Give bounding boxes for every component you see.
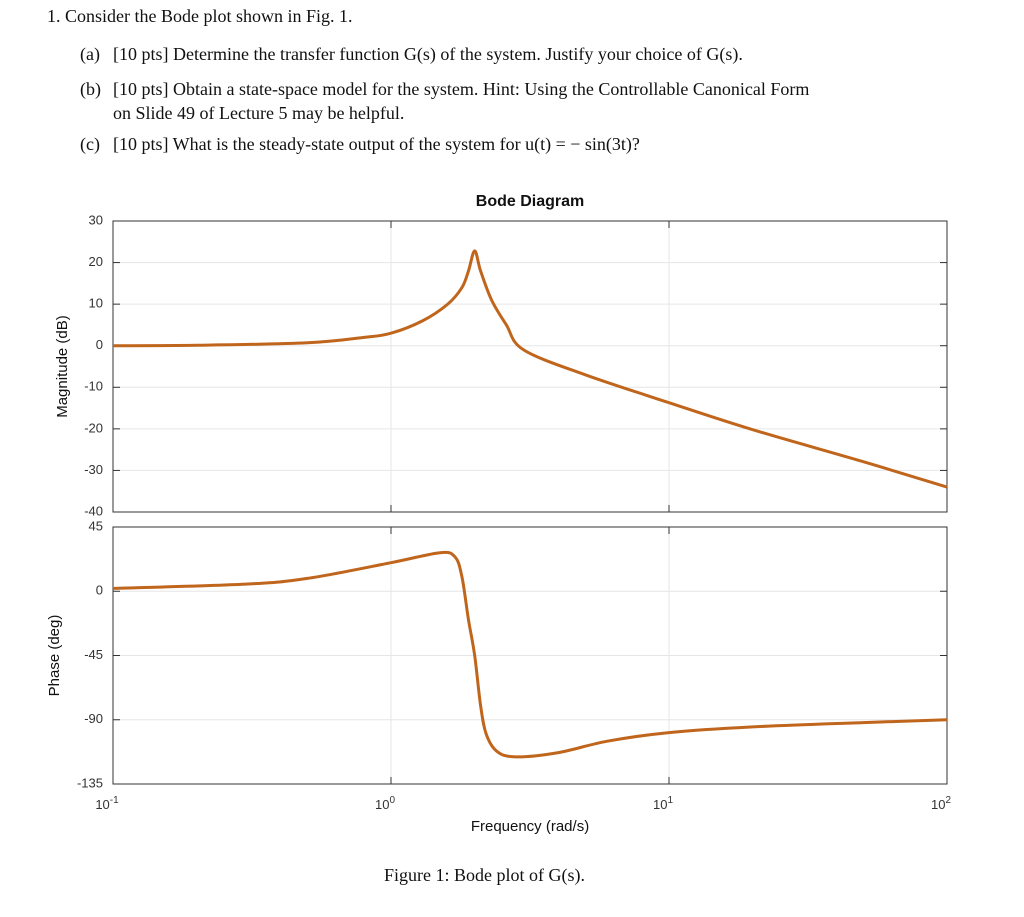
- part-label: (c): [80, 134, 100, 154]
- plot-area: [113, 221, 947, 512]
- y-tick-label: -10: [84, 379, 103, 394]
- x-tick-base: 10: [95, 797, 109, 812]
- y-tick-label: -45: [84, 647, 103, 662]
- x-tick-exponent: 2: [945, 795, 951, 806]
- y-tick-label: 45: [89, 518, 103, 533]
- part-text: [10 pts] What is the steady-state output…: [113, 134, 640, 154]
- x-tick-label: 10-1: [95, 795, 119, 813]
- x-tick-exponent: -1: [110, 795, 119, 806]
- y-tick-label: 0: [96, 337, 103, 352]
- y-tick-label: 20: [89, 254, 103, 269]
- y-tick-label: -135: [77, 775, 103, 790]
- y-tick-label: -40: [84, 503, 103, 518]
- part-text: [10 pts] Obtain a state-space model for …: [113, 79, 810, 99]
- series-line: [112, 550, 948, 759]
- chart-title: Bode Diagram: [476, 193, 584, 210]
- x-tick-label: 102: [931, 795, 951, 813]
- y-tick-label: 30: [89, 212, 103, 227]
- y-tick-label: -90: [84, 711, 103, 726]
- series-line: [112, 249, 948, 489]
- plot-frame: [112, 220, 948, 513]
- plot-frame: [112, 526, 948, 785]
- part-label: (b): [80, 79, 101, 99]
- x-tick-base: 10: [931, 797, 945, 812]
- x-tick-base: 10: [653, 797, 667, 812]
- y-axis-label: Magnitude (dB): [54, 315, 71, 418]
- y-tick-label: 10: [89, 296, 103, 311]
- heading: 1. Consider the Bode plot shown in Fig. …: [47, 6, 353, 26]
- y-tick-label: -20: [84, 420, 103, 435]
- x-tick-exponent: 0: [389, 795, 395, 806]
- x-tick-label: 101: [653, 795, 673, 813]
- x-tick-exponent: 1: [667, 795, 673, 806]
- y-tick-label: 0: [96, 583, 103, 598]
- part-text: on Slide 49 of Lecture 5 may be helpful.: [113, 103, 405, 123]
- caption: Figure 1: Bode plot of G(s).: [384, 865, 585, 885]
- y-tick-label: -30: [84, 462, 103, 477]
- y-axis-label: Phase (deg): [46, 615, 63, 697]
- part-label: (a): [80, 44, 100, 64]
- part-text: [10 pts] Determine the transfer function…: [113, 44, 743, 64]
- x-axis-label: Frequency (rad/s): [471, 818, 589, 835]
- x-tick-label: 100: [375, 795, 395, 813]
- x-tick-base: 10: [375, 797, 389, 812]
